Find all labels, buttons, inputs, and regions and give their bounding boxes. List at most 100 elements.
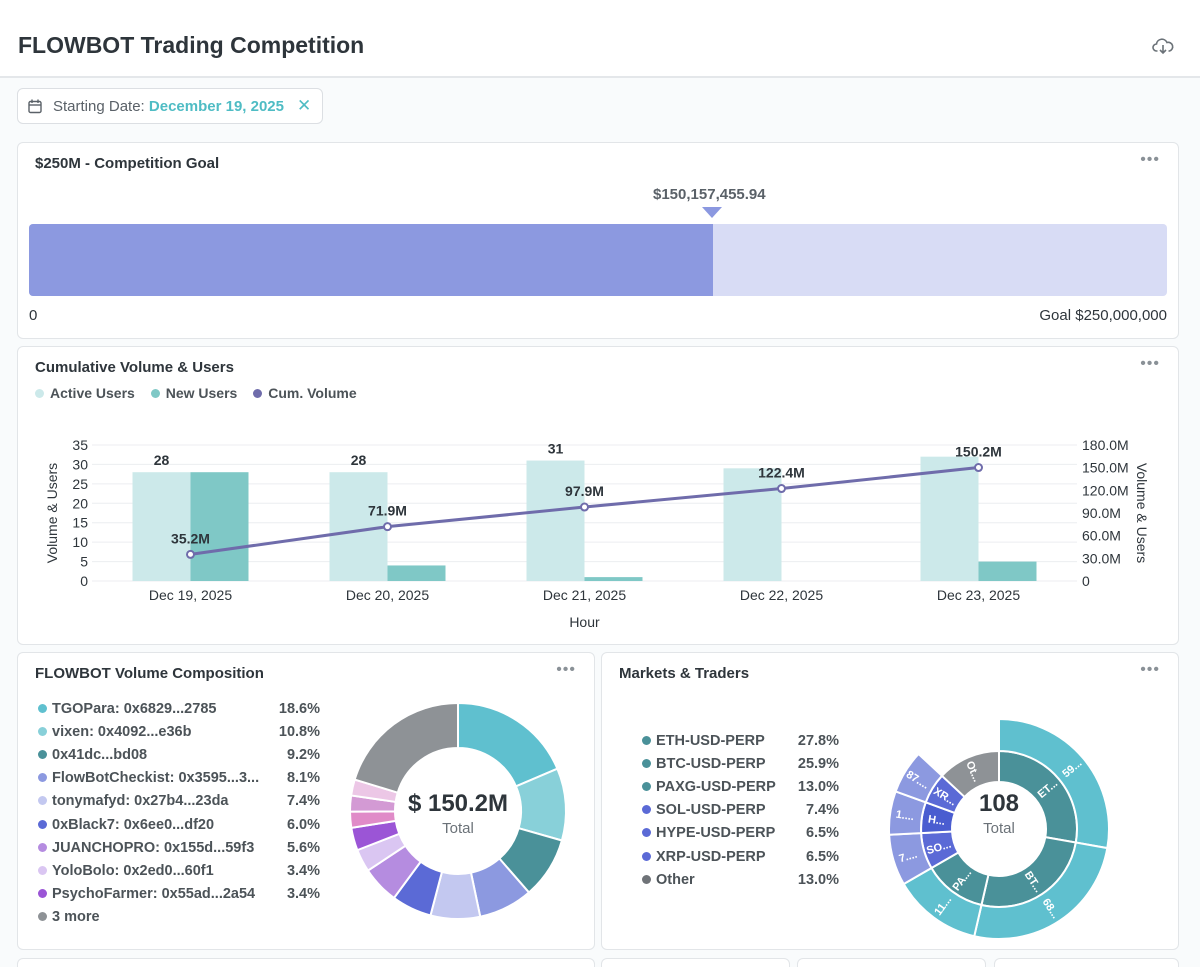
sunburst-outer-segment[interactable]: [894, 752, 944, 804]
legend-item[interactable]: PsychoFarmer: 0x55ad...2a54: [38, 886, 255, 902]
legend-item[interactable]: vixen: 0x4092...e36b: [38, 724, 191, 740]
line-point[interactable]: [580, 502, 589, 512]
legend-dot-icon: [38, 704, 47, 713]
legend-percent: 25.9%: [797, 756, 839, 773]
x-tick-label: Dec 20, 2025: [346, 587, 429, 603]
bar-active-users[interactable]: [920, 456, 979, 581]
legend-item-cum-volume[interactable]: Cum. Volume: [253, 385, 357, 401]
legend-percent: 3.4%: [286, 885, 320, 902]
legend-percent: 6.5%: [805, 848, 839, 865]
bar-active-users[interactable]: [526, 460, 585, 581]
legend-label: vixen: 0x4092...e36b: [52, 724, 192, 741]
legend-dot-icon: [38, 773, 47, 783]
card-title: FLOWBOT Volume Composition: [35, 665, 264, 682]
legend-label: HYPE-USD-PERP: [656, 825, 776, 842]
legend-item[interactable]: HYPE-USD-PERP: [642, 825, 775, 841]
y2-tick-label: 30.0M: [1082, 550, 1121, 566]
legend-item-active-users[interactable]: Active Users: [35, 385, 135, 401]
legend-dot-icon: [642, 736, 651, 745]
composition-legend: TGOPara: 0x6829...2785 18.6% vixen: 0x4092…: [38, 701, 320, 931]
progress-min-label: 0: [29, 307, 38, 324]
legend-label: FlowBotCheckist: 0x3595...3...: [52, 770, 260, 787]
volume-composition-card: FLOWBOT Volume Composition ••• TGOPara: …: [17, 652, 595, 950]
legend-item[interactable]: SOL-USD-PERP: [642, 802, 766, 818]
donut-center-label: Total: [442, 820, 474, 837]
bar-active-users[interactable]: [132, 472, 191, 581]
legend-item[interactable]: 0xBlack7: 0x6ee0...df20: [38, 817, 214, 833]
line-data-label: 97.9M: [565, 483, 604, 499]
legend-label: YoloBolo: 0x2ed0...60f1: [52, 862, 214, 879]
y2-tick-label: 120.0M: [1082, 482, 1129, 498]
legend-item[interactable]: JUANCHOPRO: 0x155d...59f3: [38, 840, 254, 856]
y2-tick-label: 90.0M: [1082, 505, 1121, 521]
line-point[interactable]: [186, 549, 195, 559]
progress-fill: [29, 224, 713, 296]
legend-label: PAXG-USD-PERP: [656, 779, 776, 796]
legend-item[interactable]: 3 more: [38, 909, 100, 925]
close-icon[interactable]: ✕: [297, 96, 312, 115]
y-tick-label: 10: [72, 534, 88, 550]
card-title: $250M - Competition Goal: [35, 155, 220, 172]
bar-data-label: 28: [154, 452, 170, 468]
legend-percent: 8.1%: [286, 770, 320, 787]
legend-item[interactable]: XRP-USD-PERP: [642, 849, 766, 865]
legend-item[interactable]: TGOPara: 0x6829...2785: [38, 701, 216, 717]
legend-label: 0x41dc...bd08: [52, 747, 148, 764]
legend-label: Other: [656, 871, 695, 888]
bar-new-users[interactable]: [387, 565, 446, 581]
legend-percent: 10.8%: [278, 724, 320, 741]
starting-date-filter[interactable]: Starting Date: December 19, 2025 ✕: [17, 88, 323, 124]
y-tick-label: 20: [72, 495, 88, 511]
donut-slice[interactable]: [457, 701, 559, 788]
bottom-card-3: [797, 958, 986, 967]
y-axis-title: Volume & Users: [44, 463, 60, 563]
sunburst-label: H...: [927, 813, 946, 827]
line-point[interactable]: [974, 463, 983, 473]
filter-label-text: Starting Date:: [53, 98, 145, 115]
legend-label: PsychoFarmer: 0x55ad...2a54: [52, 885, 256, 902]
legend-percent: 6.0%: [286, 816, 320, 833]
bar-active-users[interactable]: [723, 468, 782, 581]
legend-item[interactable]: Other: [642, 872, 695, 888]
line-point[interactable]: [777, 484, 786, 494]
more-options-icon[interactable]: •••: [1140, 151, 1160, 168]
legend-label: 3 more: [52, 908, 100, 925]
sunburst-label: 1....: [895, 809, 915, 824]
bottom-card-1: [17, 958, 595, 967]
x-tick-label: Dec 22, 2025: [740, 587, 823, 603]
legend-item-new-users[interactable]: New Users: [150, 385, 237, 401]
legend-label: tonymafyd: 0x27b4...23da: [52, 793, 229, 810]
legend-dot-icon: [38, 819, 47, 829]
bar-data-label: 31: [548, 441, 564, 457]
composition-donut-chart: [348, 701, 567, 920]
bar-data-label: 28: [351, 452, 367, 468]
legend-label: Cum. Volume: [268, 385, 357, 401]
legend-item[interactable]: FlowBotCheckist: 0x3595...3...: [38, 770, 259, 786]
bar-new-users[interactable]: [978, 561, 1037, 581]
legend-item[interactable]: YoloBolo: 0x2ed0...60f1: [38, 863, 214, 879]
page-title: FLOWBOT Trading Competition: [18, 32, 365, 58]
legend-item[interactable]: tonymafyd: 0x27b4...23da: [38, 793, 229, 809]
donut-slice[interactable]: [353, 701, 459, 794]
card-title: Markets & Traders: [619, 665, 750, 682]
legend-percent: 18.6%: [278, 701, 320, 717]
more-options-icon[interactable]: •••: [556, 661, 576, 678]
legend-item[interactable]: ETH-USD-PERP: [642, 733, 765, 749]
markets-legend: ETH-USD-PERP 27.8% BTC-USD-PERP 25.9% PAXG-U…: [642, 733, 842, 903]
line-point[interactable]: [383, 522, 392, 532]
more-options-icon[interactable]: •••: [1140, 355, 1160, 372]
legend-percent: 9.2%: [286, 747, 320, 764]
cloud-download-icon[interactable]: [1152, 36, 1174, 56]
card-title: Cumulative Volume & Users: [35, 359, 234, 376]
bar-new-users[interactable]: [584, 577, 643, 581]
bar-new-users[interactable]: [190, 472, 249, 581]
legend-label: SOL-USD-PERP: [656, 802, 766, 819]
more-options-icon[interactable]: •••: [1140, 661, 1160, 678]
legend-item[interactable]: 0x41dc...bd08: [38, 747, 147, 763]
y2-tick-label: 150.0M: [1082, 460, 1129, 476]
legend-item[interactable]: BTC-USD-PERP: [642, 756, 766, 772]
y-tick-label: 15: [72, 515, 88, 531]
legend-item[interactable]: PAXG-USD-PERP: [642, 779, 776, 795]
bottom-card-2: [601, 958, 790, 967]
legend-percent: 3.4%: [286, 862, 320, 879]
